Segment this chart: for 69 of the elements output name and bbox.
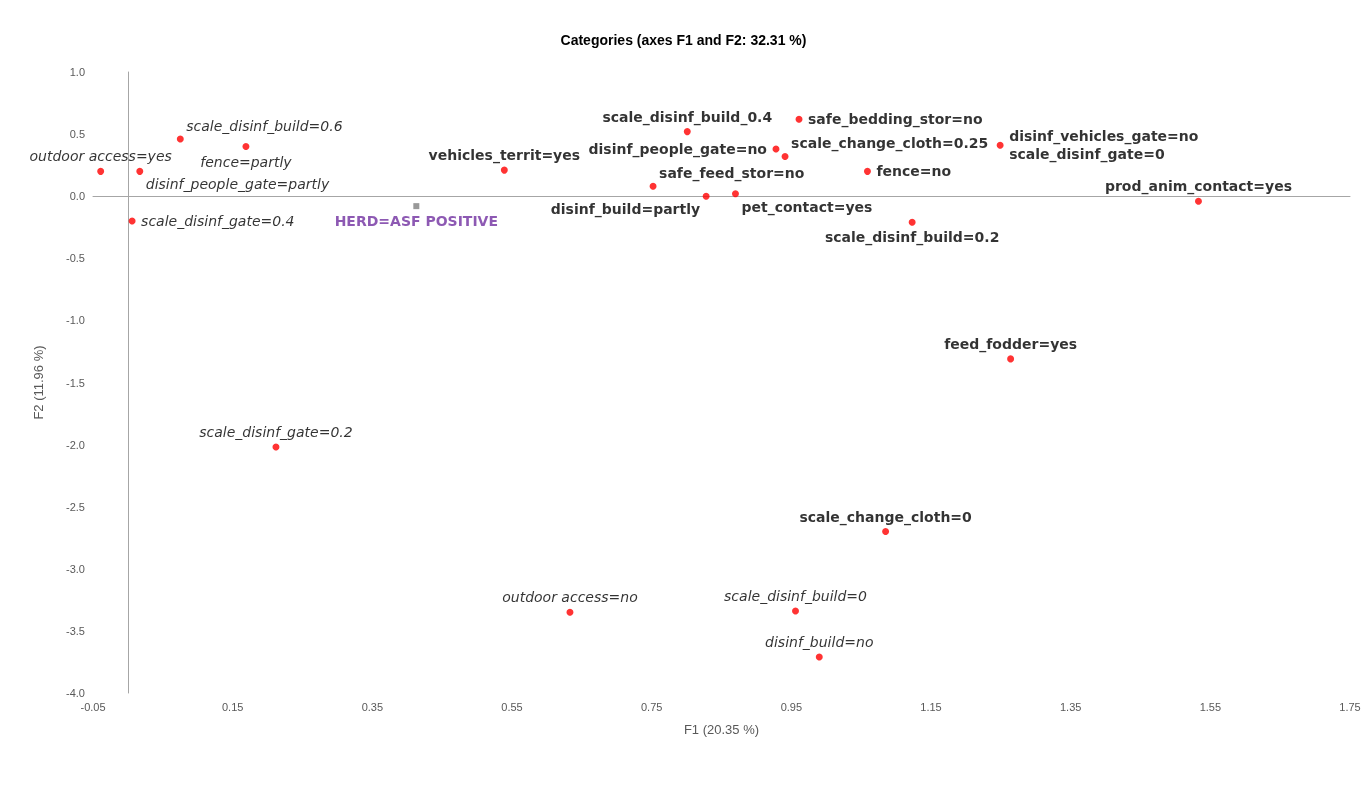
- point: [1007, 355, 1015, 363]
- annotation: disinf_build=partly: [550, 201, 701, 219]
- annotation: vehicles_territ=yes: [428, 147, 581, 165]
- annotation: HERD=ASF POSITIVE: [334, 213, 499, 230]
- y-tick-label: -4.0: [66, 687, 85, 699]
- point: [815, 653, 823, 661]
- annotation: outdoor access=yes: [29, 148, 172, 165]
- point: [683, 128, 691, 136]
- x-tick-label: 0.75: [640, 700, 663, 713]
- point: [566, 608, 574, 616]
- annotation: scale_disinf_gate=0: [1009, 146, 1165, 164]
- y-tick-label: -0.5: [66, 252, 85, 265]
- point: [781, 152, 789, 160]
- y-tick-label: 1.0: [69, 66, 85, 78]
- x-tick-label: 1.55: [1199, 700, 1222, 713]
- annotation: scale_change_cloth=0.25: [791, 135, 989, 153]
- point: [500, 166, 508, 174]
- annotation: disinf_people_gate=partly: [145, 176, 330, 193]
- y-tick-label: 0.5: [69, 128, 85, 141]
- y-tick-label: -3.0: [66, 562, 85, 575]
- annotation: pet_contact=yes: [741, 198, 873, 216]
- annotation: disinf_vehicles_gate=no: [1009, 128, 1199, 146]
- point: [702, 192, 710, 200]
- point: [97, 167, 105, 175]
- annotation: outdoor access=no: [502, 589, 638, 606]
- x-tick-label: 0.55: [501, 700, 523, 713]
- x-tick-label: -0.05: [80, 700, 106, 713]
- annotation: scale_disinf_gate=0.4: [141, 213, 295, 230]
- y-tick-label: -1.5: [66, 376, 85, 389]
- chart-title: Categories (axes F1 and F2: 32.31 %): [560, 32, 807, 48]
- annotation: scale_disinf_build=0.6: [186, 118, 343, 135]
- annotation: scale_disinf_build_0.4: [602, 108, 773, 126]
- annotation: disinf_build=no: [765, 633, 874, 650]
- x-tick-label: 0.95: [780, 700, 803, 713]
- annotation: feed_fodder=yes: [944, 335, 1078, 353]
- annotation: prod_anim_contact=yes: [1104, 178, 1293, 196]
- annotation: scale_change_cloth=0: [799, 508, 973, 526]
- x-tick-label: 1.15: [920, 700, 942, 713]
- y-tick-label: -1.0: [66, 314, 85, 327]
- x-tick-label: 1.75: [1339, 700, 1361, 713]
- y-tick-label: 0.0: [69, 190, 85, 203]
- y-tick-label: -2.5: [66, 500, 85, 513]
- point: [136, 167, 144, 175]
- annotation: scale_disinf_build=0.2: [824, 229, 1000, 247]
- point: [882, 528, 890, 536]
- x-axis-title: F1 (20.35 %): [683, 722, 760, 737]
- x-tick-label: 0.15: [221, 700, 244, 713]
- point: [649, 182, 657, 190]
- annotation: scale_disinf_build=0: [724, 588, 868, 605]
- point: [863, 167, 871, 175]
- point: [731, 190, 739, 198]
- y-axis-title: F2 (11.96 %): [31, 345, 46, 420]
- point: [242, 143, 250, 151]
- point: [792, 607, 800, 615]
- y-tick-label: -3.5: [66, 624, 85, 637]
- x-tick-label: 1.35: [1059, 700, 1082, 713]
- annotation: scale_disinf_gate=0.2: [199, 424, 353, 441]
- point: [996, 141, 1004, 149]
- annotation: fence=partly: [200, 153, 293, 170]
- point: [413, 203, 420, 210]
- point: [1194, 197, 1202, 205]
- annotation: disinf_people_gate=no: [588, 141, 768, 158]
- x-tick-label: 0.35: [361, 700, 384, 713]
- point: [908, 218, 916, 226]
- annotation: fence=no: [876, 163, 952, 180]
- y-tick-label: -2.0: [66, 438, 85, 451]
- point: [176, 135, 184, 143]
- annotation: safe_feed_stor=no: [659, 165, 805, 183]
- annotation: safe_bedding_stor=no: [808, 111, 983, 129]
